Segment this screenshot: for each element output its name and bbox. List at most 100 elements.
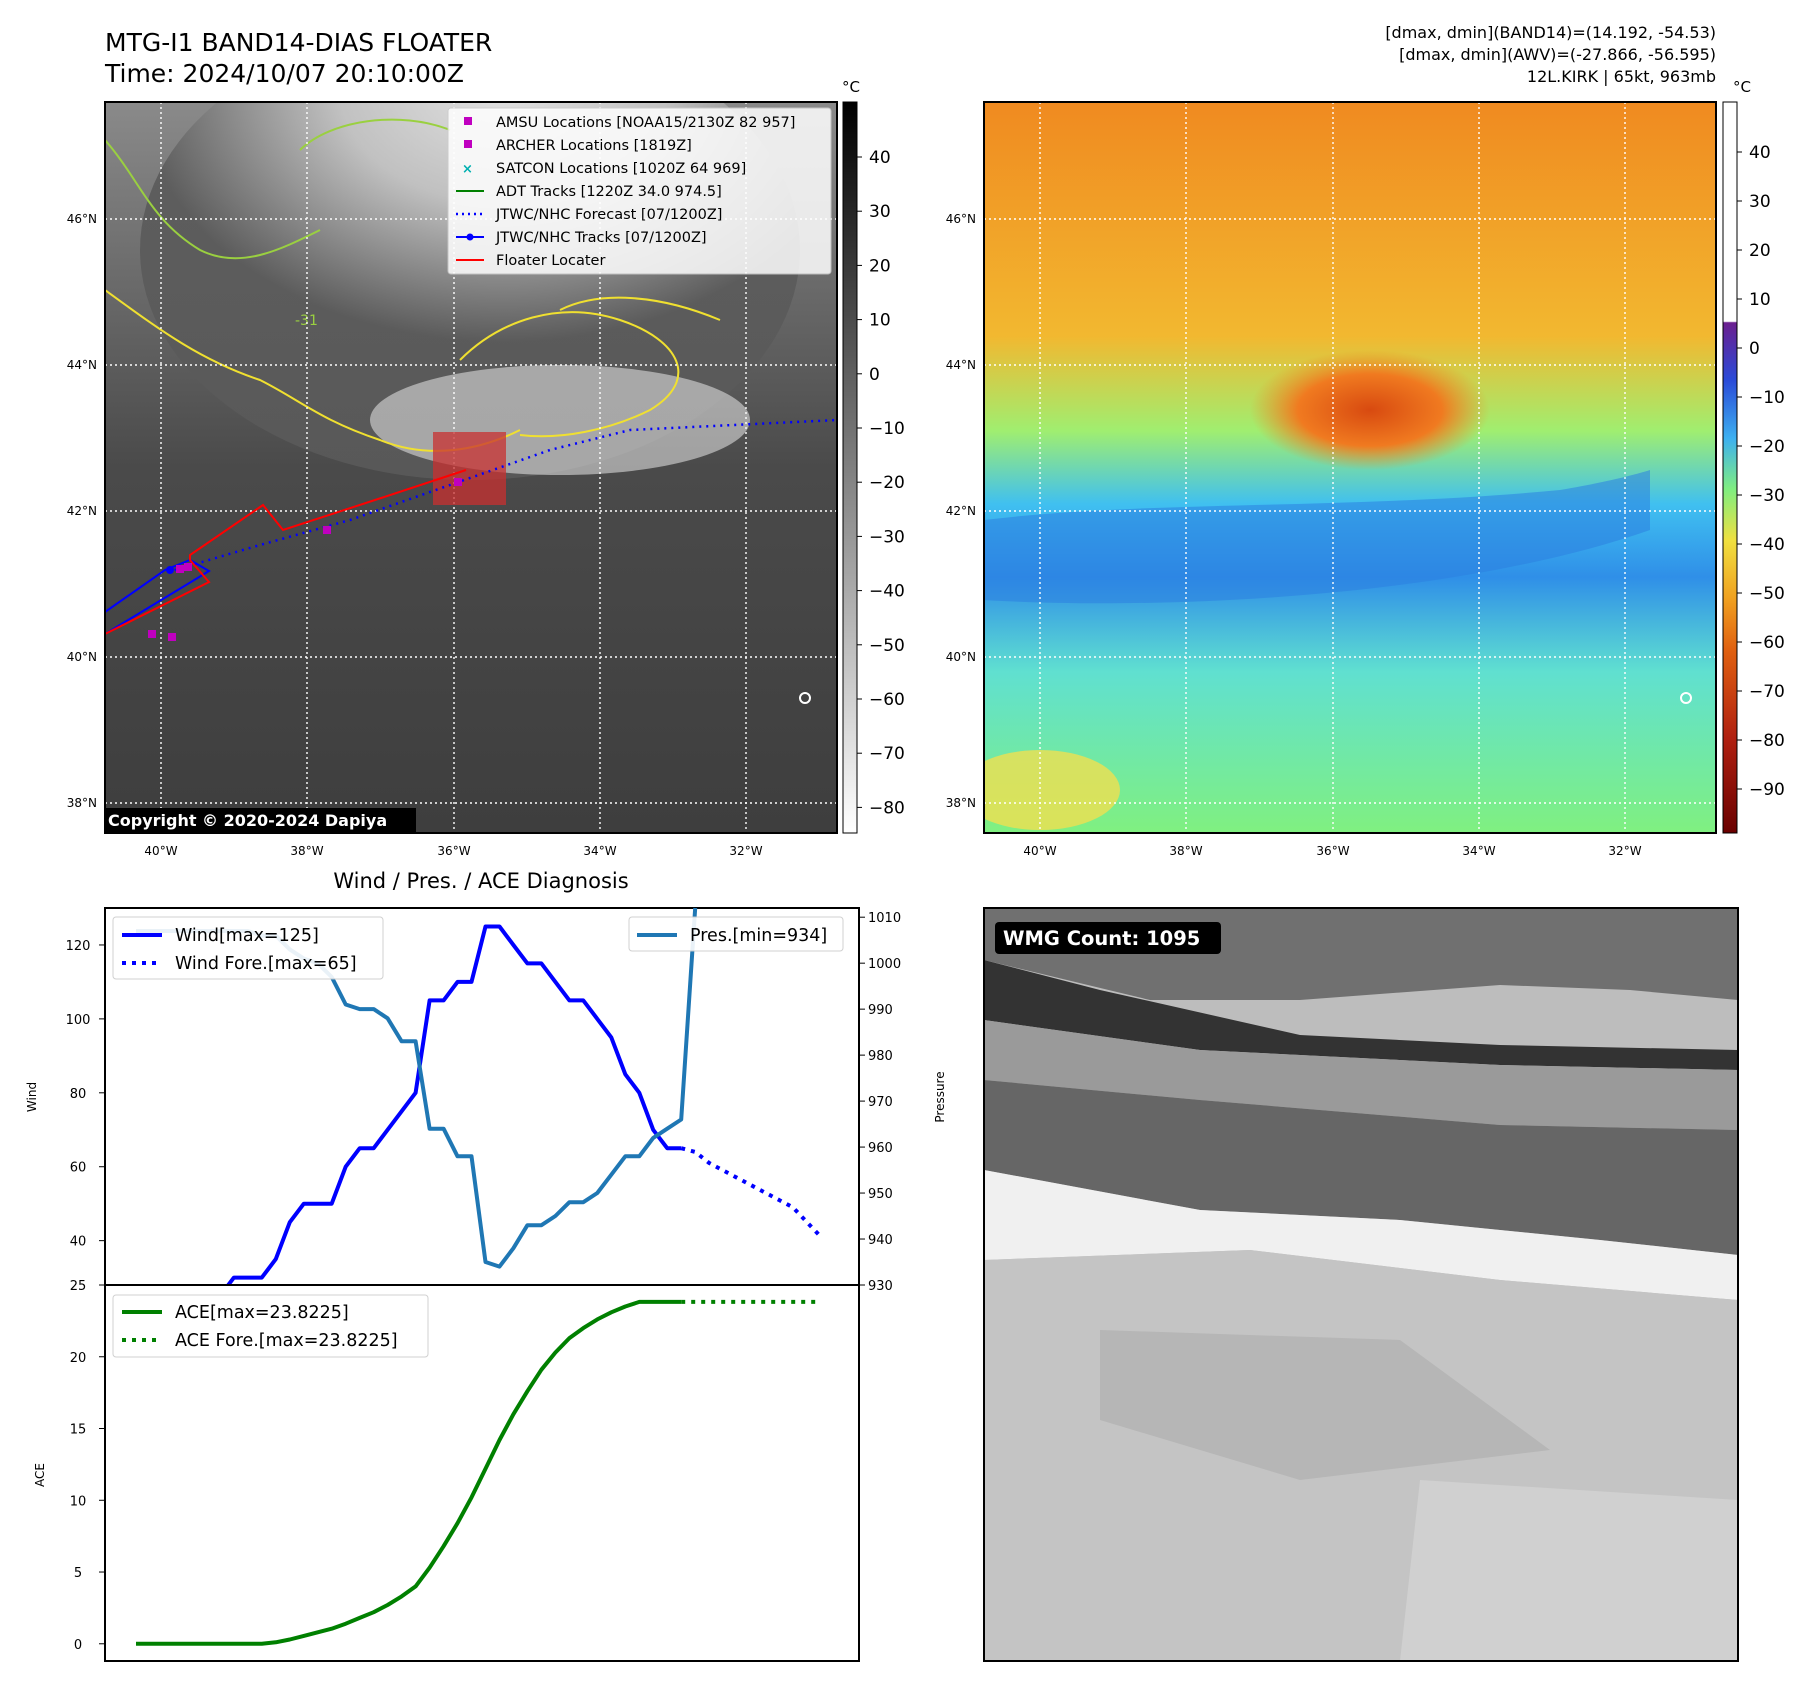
- jtwc-forecast-line: [167, 418, 837, 574]
- right-colorbar-tick-label: 30: [1749, 192, 1771, 212]
- ace-tick-label: 0: [74, 1638, 82, 1653]
- left-colorbar-tick-label: −80: [869, 798, 905, 818]
- wmg-lower-patch: [1100, 1330, 1550, 1480]
- right-colorbar-tick-label: 10: [1749, 290, 1771, 310]
- right-colorbar-tick-label: 40: [1749, 143, 1771, 163]
- legend-forecast: JTWC/NHC Forecast [07/1200Z]: [495, 207, 722, 223]
- right-colorbar: [1722, 101, 1738, 834]
- ace-fore-legend-label: ACE Fore.[max=23.8225]: [175, 1331, 398, 1351]
- archer-marker: [184, 563, 192, 571]
- ace-tick-label: 10: [70, 1494, 87, 1509]
- lat-label: 40°N: [67, 650, 97, 664]
- right-colorbar-tick-label: −30: [1749, 486, 1785, 506]
- info-line1: [dmax, dmin](BAND14)=(14.192, -54.53): [1385, 23, 1716, 42]
- wind-pressure-panel: 40 60 80 100 120 930 940 950 960 970 980 990 1000 10…: [25, 907, 947, 1299]
- archer-marker: [323, 526, 331, 534]
- right-colorbar-ticks: 40 30 20 10 0 −10 −20 −30 −40 −50 −60 −70 −80 −90: [1737, 143, 1785, 800]
- lon-label: 34°W: [583, 844, 616, 858]
- pressure-tick-label: 980: [868, 1049, 893, 1064]
- archer-marker: [176, 565, 184, 573]
- legend-satcon: SATCON Locations [1020Z 64 969]: [496, 161, 746, 177]
- wind-tick-label: 40: [70, 1235, 87, 1250]
- cloud-band: [370, 365, 750, 475]
- left-colorbar: [842, 101, 858, 834]
- right-colorbar-unit: °C: [1733, 78, 1751, 96]
- left-colorbar-tick-label: −10: [869, 419, 905, 439]
- title-line2: Time: 2024/10/07 20:10:00Z: [104, 59, 464, 88]
- right-map: 46°N 44°N 42°N 40°N 38°N 40°W 38°W 36°W …: [946, 78, 1785, 858]
- pressure-tick-label: 1000: [868, 957, 901, 972]
- pressure-tick-label: 970: [868, 1095, 893, 1110]
- ace-axis-ticks: 0 5 10 15 20 25: [70, 1279, 105, 1653]
- lat-label: 46°N: [946, 212, 976, 226]
- pressure-tick-label: 960: [868, 1141, 893, 1156]
- right-colorbar-tick-label: −90: [1749, 780, 1785, 800]
- pressure-tick-label: 940: [868, 1233, 893, 1248]
- legend-adt: ADT Tracks [1220Z 34.0 974.5]: [496, 184, 722, 200]
- floater-track-line: [105, 469, 467, 635]
- contour-label: -31: [295, 313, 318, 329]
- lon-label: 32°W: [729, 844, 762, 858]
- copyright-box: [105, 808, 416, 832]
- ace-lines: [136, 1299, 821, 1646]
- legend-amsu-swatch: [464, 117, 472, 125]
- wind-legend-box: [112, 916, 384, 980]
- wmg-count-box: [995, 922, 1221, 954]
- jtwc-track-line: [105, 558, 211, 635]
- ace-panel: 0 5 10 15 20 25 ACE ACE[max=23.8225] ACE Fore…: [33, 1279, 860, 1662]
- legend-tracks-marker: [466, 233, 474, 241]
- left-map: -31 Cop: [67, 78, 905, 858]
- copyright-text: Copyright © 2020-2024 Dapiya: [108, 811, 387, 830]
- legend-satcon-swatch: ×: [462, 162, 473, 177]
- diagnosis-title: Wind / Pres. / ACE Diagnosis: [333, 869, 628, 893]
- pressure-tick-label: 930: [868, 1279, 893, 1294]
- legend-floater: Floater Locater: [496, 253, 605, 269]
- lon-label: 38°W: [290, 844, 323, 858]
- left-colorbar-tick-label: −70: [869, 744, 905, 764]
- wmg-panel: WMG Count: 1095: [983, 907, 1739, 1662]
- left-colorbar-tick-label: 0: [869, 365, 880, 385]
- ace-series-line: [136, 1299, 682, 1646]
- warm-patch: [984, 750, 1120, 830]
- wmg-dark-band: [984, 960, 1738, 1070]
- lat-label: 42°N: [946, 504, 976, 518]
- title-line1: MTG-I1 BAND14-DIAS FLOATER: [105, 28, 492, 57]
- ace-legend-label: ACE[max=23.8225]: [175, 1303, 349, 1323]
- amsu-marker: [168, 633, 176, 641]
- pressure-tick-label: 990: [868, 1003, 893, 1018]
- left-colorbar-tick-label: 40: [869, 148, 891, 168]
- lon-label: 40°W: [144, 844, 177, 858]
- left-colorbar-tick-label: −40: [869, 582, 905, 602]
- wind-legend-label: Wind[max=125]: [175, 926, 319, 946]
- wind-axis-label: Wind: [25, 1082, 39, 1112]
- ace-tick-label: 15: [70, 1423, 87, 1438]
- left-colorbar-tick-label: 10: [869, 311, 891, 331]
- lon-label: 40°W: [1023, 844, 1056, 858]
- right-colorbar-tick-label: −80: [1749, 731, 1785, 751]
- lon-label: 36°W: [437, 844, 470, 858]
- legend-archer-swatch: [464, 140, 472, 148]
- lat-label: 38°N: [67, 796, 97, 810]
- pressure-tick-label: 1010: [868, 911, 901, 926]
- contour-yellow-2: [459, 311, 680, 438]
- map-legend-box: [447, 107, 832, 275]
- ace-tick-label: 5: [74, 1566, 82, 1581]
- right-colorbar-tick-label: −70: [1749, 682, 1785, 702]
- left-colorbar-ticks: 40 30 20 10 0 −10 −20 −30 −40 −50 −60 −70 −80: [857, 148, 905, 818]
- pressure-tick-label: 950: [868, 1187, 893, 1202]
- ace-tick-label: 20: [70, 1351, 87, 1366]
- wind-fore-legend-label: Wind Fore.[max=65]: [175, 954, 357, 974]
- legend-archer: ARCHER Locations [1819Z]: [496, 138, 692, 154]
- lat-label: 44°N: [67, 358, 97, 372]
- pressure-axis-label: Pressure: [933, 1071, 947, 1122]
- pressure-axis-ticks: 930 940 950 960 970 980 990 1000 1010: [859, 911, 901, 1294]
- lon-label: 38°W: [1169, 844, 1202, 858]
- island-outline: [799, 692, 811, 704]
- wind-axis-ticks: 40 60 80 100 120: [66, 939, 105, 1250]
- wmg-frame: [983, 907, 1739, 1662]
- right-colorbar-tick-label: −10: [1749, 388, 1785, 408]
- contour-green-2: [299, 118, 451, 151]
- right-colorbar-tick-label: −20: [1749, 437, 1785, 457]
